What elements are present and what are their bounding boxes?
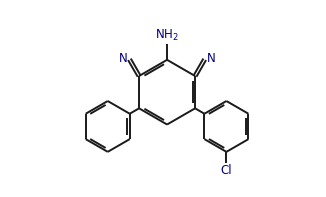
Text: NH$_2$: NH$_2$ (155, 28, 179, 43)
Text: Cl: Cl (221, 164, 232, 177)
Text: N: N (118, 52, 127, 65)
Text: N: N (207, 52, 216, 65)
